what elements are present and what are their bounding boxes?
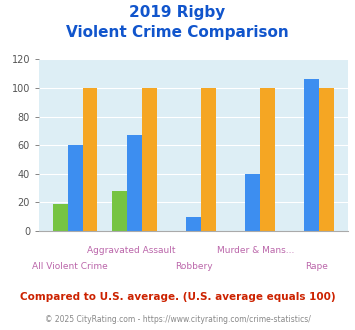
Bar [319,88,334,231]
Text: Rape: Rape [306,262,328,271]
Bar [112,191,127,231]
Bar [142,88,157,231]
Bar [83,88,97,231]
Bar [304,80,319,231]
Bar [53,204,68,231]
Text: Violent Crime Comparison: Violent Crime Comparison [66,25,289,40]
Bar [127,135,142,231]
Text: 2019 Rigby: 2019 Rigby [129,5,226,20]
Bar [201,88,215,231]
Text: Robbery: Robbery [175,262,212,271]
Legend: Rigby, Idaho, National: Rigby, Idaho, National [73,326,314,330]
Text: Aggravated Assault: Aggravated Assault [87,246,176,255]
Text: Murder & Mans...: Murder & Mans... [217,246,294,255]
Text: © 2025 CityRating.com - https://www.cityrating.com/crime-statistics/: © 2025 CityRating.com - https://www.city… [45,315,310,324]
Bar [186,217,201,231]
Bar [260,88,275,231]
Bar [68,145,83,231]
Text: All Violent Crime: All Violent Crime [32,262,108,271]
Text: Compared to U.S. average. (U.S. average equals 100): Compared to U.S. average. (U.S. average … [20,292,335,302]
Bar [245,174,260,231]
